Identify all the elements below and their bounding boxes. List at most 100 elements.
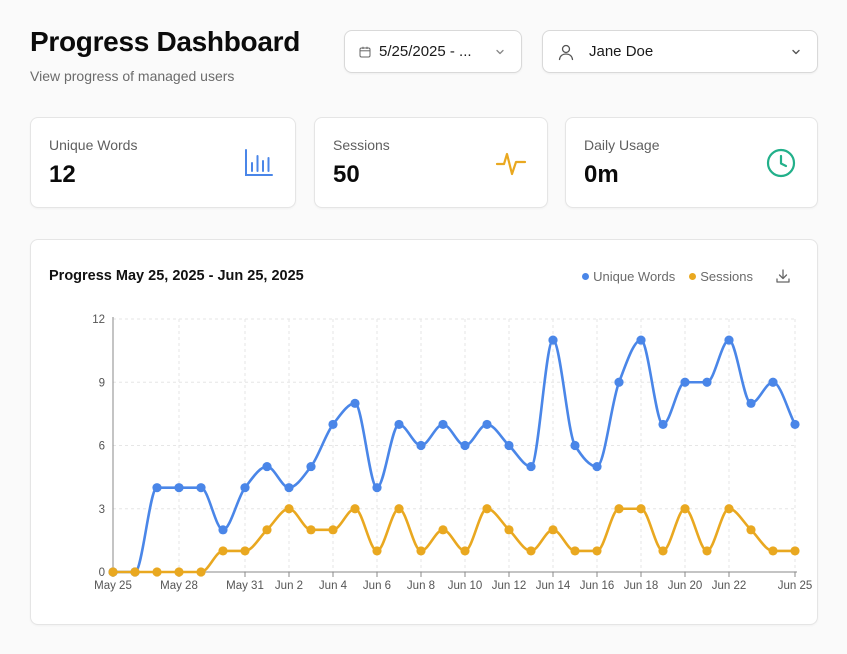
data-point-sessions [328, 525, 338, 535]
data-point-unique-words [218, 525, 228, 535]
data-point-sessions [262, 525, 272, 535]
data-point-unique-words [768, 377, 778, 387]
progress-chart-card: Progress May 25, 2025 - Jun 25, 2025 Uni… [30, 239, 818, 625]
legend-dot [689, 273, 697, 280]
data-point-unique-words [482, 419, 492, 430]
data-point-sessions [702, 546, 712, 556]
data-point-unique-words [526, 461, 536, 472]
data-point-sessions [416, 546, 426, 556]
y-tick-label: 9 [99, 377, 105, 389]
data-point-sessions [504, 525, 514, 535]
data-point-sessions [174, 567, 184, 577]
user-select-value: Jane Doe [589, 43, 654, 60]
stat-card-daily-usage: Daily Usage 0m [565, 117, 818, 208]
x-tick-label: May 31 [226, 580, 264, 592]
x-tick-label: Jun 4 [319, 580, 348, 592]
data-point-sessions [680, 504, 690, 514]
data-point-unique-words [416, 440, 426, 451]
data-point-unique-words [614, 377, 624, 387]
data-point-unique-words [328, 419, 338, 430]
y-tick-label: 6 [99, 441, 105, 453]
y-tick-label: 12 [92, 314, 105, 326]
data-point-sessions [658, 546, 668, 556]
chart-title: Progress May 25, 2025 - Jun 25, 2025 [49, 268, 304, 284]
data-point-sessions [372, 546, 382, 556]
legend-dot [582, 273, 590, 280]
data-point-sessions [548, 525, 558, 535]
stat-label: Unique Words [49, 137, 138, 153]
data-point-sessions [218, 546, 228, 556]
user-icon [558, 44, 574, 60]
x-tick-label: Jun 22 [712, 580, 747, 592]
data-point-sessions [306, 525, 316, 535]
data-point-sessions [284, 504, 294, 514]
user-select[interactable]: Jane Doe [542, 30, 818, 73]
data-point-unique-words [438, 419, 448, 430]
data-point-sessions [482, 504, 492, 514]
data-point-unique-words [262, 461, 272, 472]
data-point-sessions [438, 525, 448, 535]
stat-card-sessions: Sessions 50 [314, 117, 548, 208]
data-point-sessions [152, 567, 162, 577]
chart-legend: Unique Words Sessions [582, 269, 753, 284]
x-tick-label: Jun 16 [580, 580, 615, 592]
data-point-sessions [614, 504, 624, 514]
x-tick-label: May 28 [160, 580, 198, 592]
date-range-select[interactable]: 5/25/2025 - ... [344, 30, 522, 73]
chevron-down-icon [792, 49, 800, 54]
data-point-unique-words [790, 419, 800, 430]
data-point-unique-words [174, 483, 184, 493]
series-line-unique-words [113, 338, 797, 574]
data-point-unique-words [394, 419, 404, 430]
data-point-unique-words [592, 461, 602, 472]
data-point-unique-words [504, 440, 514, 451]
stat-value: 50 [333, 161, 360, 188]
data-point-sessions [130, 567, 140, 577]
data-point-sessions [746, 525, 756, 535]
bar-chart-icon [245, 149, 273, 176]
data-point-sessions [570, 546, 580, 556]
stat-label: Daily Usage [584, 137, 660, 153]
legend-item-unique-words[interactable]: Unique Words [582, 269, 675, 284]
legend-label: Sessions [700, 269, 753, 284]
data-point-sessions [196, 567, 206, 577]
stat-value: 0m [584, 161, 619, 188]
data-point-sessions [350, 504, 360, 514]
stat-label: Sessions [333, 137, 390, 153]
chevron-down-icon [496, 49, 504, 54]
legend-label: Unique Words [593, 269, 676, 284]
download-icon[interactable] [775, 268, 791, 284]
data-point-unique-words [724, 335, 734, 345]
y-tick-label: 0 [99, 567, 105, 579]
data-point-unique-words [306, 461, 316, 472]
data-point-unique-words [680, 377, 690, 387]
data-point-sessions [592, 546, 602, 556]
data-point-sessions [724, 504, 734, 514]
data-point-unique-words [460, 440, 470, 451]
x-tick-label: Jun 10 [448, 580, 483, 592]
data-point-unique-words [350, 398, 360, 408]
data-point-unique-words [196, 483, 206, 493]
x-tick-label: Jun 25 [778, 580, 813, 592]
data-point-unique-words [702, 377, 712, 387]
x-tick-label: Jun 18 [624, 580, 659, 592]
data-point-sessions [768, 546, 778, 556]
page-subtitle: View progress of managed users [30, 68, 235, 84]
data-point-unique-words [746, 398, 756, 408]
data-point-unique-words [152, 483, 162, 493]
data-point-sessions [636, 504, 646, 514]
x-tick-label: Jun 2 [275, 580, 303, 592]
data-point-sessions [240, 546, 250, 556]
legend-item-sessions[interactable]: Sessions [689, 269, 753, 284]
x-tick-label: Jun 8 [407, 580, 435, 592]
data-point-unique-words [240, 483, 250, 493]
data-point-sessions [108, 567, 118, 577]
data-point-sessions [790, 546, 800, 556]
data-point-sessions [460, 546, 470, 556]
data-point-unique-words [658, 419, 668, 430]
data-point-unique-words [284, 483, 294, 493]
stat-card-unique-words: Unique Words 12 [30, 117, 296, 208]
y-tick-label: 3 [99, 504, 105, 516]
data-point-unique-words [548, 335, 558, 345]
data-point-sessions [394, 504, 404, 514]
